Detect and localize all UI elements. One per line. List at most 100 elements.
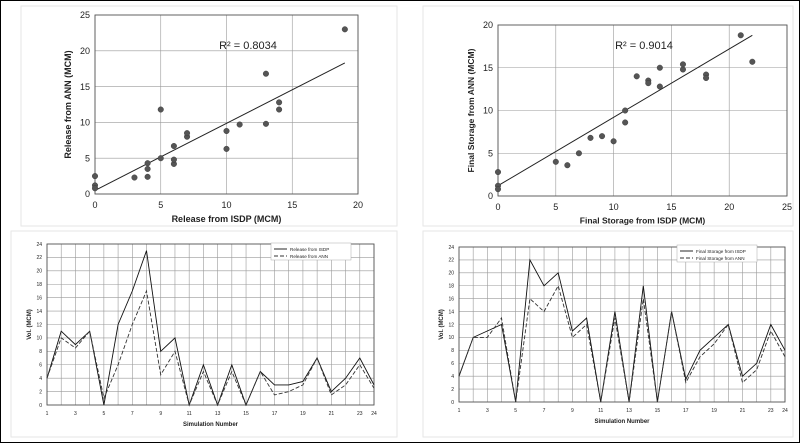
x-tick-label: 0 bbox=[92, 200, 97, 210]
x-tick-label: 5 bbox=[553, 202, 558, 212]
x-tick-label: 5 bbox=[102, 411, 105, 417]
y-tick-label: 10 bbox=[448, 335, 454, 341]
data-point bbox=[622, 119, 629, 126]
data-point bbox=[656, 83, 663, 90]
y-tick-label: 15 bbox=[483, 63, 493, 73]
panel-frame bbox=[422, 5, 794, 227]
y-tick-label: 5 bbox=[488, 148, 493, 158]
y-axis-label: Vol. (MCM) bbox=[27, 309, 33, 340]
y-tick-label: 15 bbox=[80, 82, 90, 92]
x-tick-label: 20 bbox=[724, 202, 734, 212]
y-tick-label: 4 bbox=[39, 376, 42, 382]
x-tick-label: 23 bbox=[357, 411, 363, 417]
y-tick-label: 8 bbox=[39, 349, 42, 355]
x-tick-label: 5 bbox=[158, 200, 163, 210]
x-tick-label: 11 bbox=[598, 408, 603, 414]
data-point bbox=[679, 66, 686, 73]
x-tick-label: 21 bbox=[329, 411, 335, 417]
x-tick-label: 17 bbox=[683, 408, 689, 414]
x-tick-label: 24 bbox=[782, 408, 788, 414]
data-point bbox=[157, 155, 164, 162]
data-point bbox=[587, 134, 594, 141]
x-tick-label: 3 bbox=[74, 411, 77, 417]
x-axis-label: Release from ISDP (MCM) bbox=[172, 214, 282, 224]
x-tick-label: 0 bbox=[495, 202, 500, 212]
y-tick-label: 4 bbox=[451, 374, 454, 380]
y-tick-label: 12 bbox=[36, 322, 42, 328]
data-point bbox=[622, 107, 629, 114]
legend-label: Final Storage from ANN bbox=[696, 256, 745, 261]
y-tick-label: 6 bbox=[39, 363, 42, 369]
x-tick-label: 11 bbox=[187, 411, 192, 417]
x-tick-label: 15 bbox=[287, 200, 297, 210]
x-tick-label: 20 bbox=[353, 200, 363, 210]
data-point bbox=[341, 26, 348, 33]
legend: Final Storage from ISDP Final Storage fro… bbox=[676, 244, 758, 263]
panel-frame bbox=[10, 230, 398, 438]
data-point bbox=[91, 185, 98, 192]
x-tick-label: 21 bbox=[740, 408, 746, 414]
x-tick-label: 13 bbox=[626, 408, 632, 414]
y-tick-label: 20 bbox=[483, 20, 493, 30]
y-axis-label: Final Storage from ANN (MCM) bbox=[466, 48, 476, 172]
series-line-1 bbox=[46, 250, 375, 407]
data-point bbox=[144, 160, 151, 167]
legend-label: Release from ANN bbox=[290, 254, 328, 259]
y-tick-label: 16 bbox=[36, 295, 42, 301]
y-tick-label: 2 bbox=[39, 389, 42, 395]
legend-box bbox=[676, 244, 758, 263]
data-point bbox=[610, 138, 617, 145]
y-tick-label: 2 bbox=[451, 387, 454, 393]
x-tick-label: 17 bbox=[272, 411, 278, 417]
y-tick-label: 0 bbox=[85, 189, 90, 199]
data-point bbox=[633, 73, 640, 80]
data-point bbox=[656, 64, 663, 71]
y-tick-label: 20 bbox=[36, 269, 42, 275]
data-point bbox=[170, 156, 177, 163]
data-point bbox=[703, 75, 710, 82]
y-tick-label: 14 bbox=[36, 309, 42, 315]
r-squared-label: R² = 0.8034 bbox=[219, 40, 277, 52]
x-tick-label: 7 bbox=[131, 411, 134, 417]
x-tick-label: 10 bbox=[221, 200, 231, 210]
data-point bbox=[276, 106, 283, 113]
y-tick-label: 18 bbox=[36, 282, 42, 288]
plot-area bbox=[458, 246, 786, 403]
data-point bbox=[495, 186, 502, 193]
data-point bbox=[262, 120, 269, 127]
y-tick-label: 22 bbox=[448, 258, 454, 264]
series-line-2 bbox=[46, 289, 375, 407]
x-tick-label: 24 bbox=[371, 411, 377, 417]
data-point bbox=[645, 80, 652, 87]
data-point bbox=[679, 61, 686, 68]
panel-frame bbox=[20, 5, 398, 227]
y-tick-label: 20 bbox=[448, 271, 454, 277]
data-point bbox=[495, 169, 502, 176]
y-tick-label: 20 bbox=[80, 46, 90, 56]
series-line-2 bbox=[458, 284, 786, 403]
x-tick-label: 23 bbox=[768, 408, 774, 414]
y-tick-label: 14 bbox=[448, 309, 454, 315]
x-tick-label: 10 bbox=[609, 202, 619, 212]
x-tick-label: 25 bbox=[782, 202, 792, 212]
x-tick-label: 19 bbox=[300, 411, 306, 417]
x-tick-label: 3 bbox=[486, 408, 489, 414]
x-axis-label: Simulation Number bbox=[594, 419, 650, 425]
x-tick-label: 7 bbox=[543, 408, 546, 414]
legend-box bbox=[270, 242, 352, 261]
data-point bbox=[170, 143, 177, 150]
data-point bbox=[184, 130, 191, 137]
chart-panel-1: 0 5 10 15 20 25 0 5 10 15 20 Release from ISDP (MCM… bbox=[20, 5, 398, 227]
x-tick-label: 19 bbox=[711, 408, 717, 414]
data-point bbox=[575, 150, 582, 157]
data-point bbox=[262, 70, 269, 77]
y-tick-label: 5 bbox=[85, 153, 90, 163]
y-tick-label: 16 bbox=[448, 296, 454, 302]
data-point bbox=[276, 99, 283, 106]
y-tick-label: 22 bbox=[36, 255, 42, 261]
x-tick-label: 9 bbox=[159, 411, 162, 417]
y-tick-label: 0 bbox=[451, 400, 454, 406]
